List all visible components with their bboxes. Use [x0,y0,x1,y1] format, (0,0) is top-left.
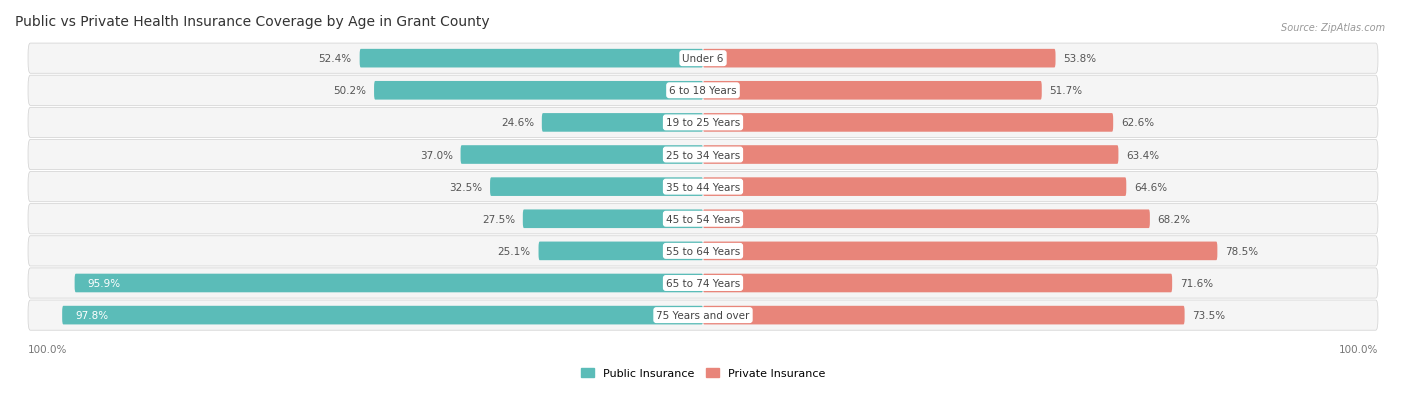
Text: Source: ZipAtlas.com: Source: ZipAtlas.com [1281,23,1385,33]
Text: 27.5%: 27.5% [482,214,515,224]
FancyBboxPatch shape [28,172,1378,202]
Text: 45 to 54 Years: 45 to 54 Years [666,214,740,224]
FancyBboxPatch shape [28,76,1378,106]
FancyBboxPatch shape [75,274,703,292]
Text: 53.8%: 53.8% [1063,54,1097,64]
FancyBboxPatch shape [703,178,1126,197]
FancyBboxPatch shape [523,210,703,228]
FancyBboxPatch shape [703,146,1118,164]
FancyBboxPatch shape [28,140,1378,170]
Text: 37.0%: 37.0% [420,150,453,160]
FancyBboxPatch shape [541,114,703,133]
FancyBboxPatch shape [28,204,1378,234]
Text: 55 to 64 Years: 55 to 64 Years [666,246,740,256]
Text: 73.5%: 73.5% [1192,310,1226,320]
FancyBboxPatch shape [703,50,1056,68]
Text: Public vs Private Health Insurance Coverage by Age in Grant County: Public vs Private Health Insurance Cover… [15,15,489,29]
Text: 19 to 25 Years: 19 to 25 Years [666,118,740,128]
FancyBboxPatch shape [703,242,1218,261]
FancyBboxPatch shape [491,178,703,197]
FancyBboxPatch shape [461,146,703,164]
FancyBboxPatch shape [28,300,1378,330]
FancyBboxPatch shape [374,82,703,100]
FancyBboxPatch shape [538,242,703,261]
Text: 71.6%: 71.6% [1180,278,1213,288]
FancyBboxPatch shape [28,268,1378,298]
Text: 51.7%: 51.7% [1050,86,1083,96]
FancyBboxPatch shape [703,82,1042,100]
Text: 25.1%: 25.1% [498,246,530,256]
Text: 24.6%: 24.6% [501,118,534,128]
Text: 62.6%: 62.6% [1121,118,1154,128]
Text: 63.4%: 63.4% [1126,150,1160,160]
Text: 65 to 74 Years: 65 to 74 Years [666,278,740,288]
Text: Under 6: Under 6 [682,54,724,64]
Text: 50.2%: 50.2% [333,86,366,96]
Text: 52.4%: 52.4% [319,54,352,64]
FancyBboxPatch shape [62,306,703,325]
FancyBboxPatch shape [28,236,1378,266]
Text: 25 to 34 Years: 25 to 34 Years [666,150,740,160]
Text: 64.6%: 64.6% [1135,182,1167,192]
FancyBboxPatch shape [703,114,1114,133]
Text: 35 to 44 Years: 35 to 44 Years [666,182,740,192]
Text: 95.9%: 95.9% [87,278,121,288]
Text: 6 to 18 Years: 6 to 18 Years [669,86,737,96]
FancyBboxPatch shape [703,274,1173,292]
FancyBboxPatch shape [703,306,1185,325]
FancyBboxPatch shape [28,44,1378,74]
Text: 97.8%: 97.8% [76,310,108,320]
Text: 78.5%: 78.5% [1225,246,1258,256]
Text: 68.2%: 68.2% [1157,214,1191,224]
Text: 32.5%: 32.5% [449,182,482,192]
FancyBboxPatch shape [703,210,1150,228]
Legend: Public Insurance, Private Insurance: Public Insurance, Private Insurance [581,368,825,378]
FancyBboxPatch shape [360,50,703,68]
Text: 75 Years and over: 75 Years and over [657,310,749,320]
FancyBboxPatch shape [28,108,1378,138]
